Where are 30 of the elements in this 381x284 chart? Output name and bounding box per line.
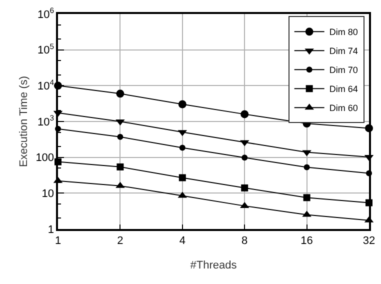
point <box>179 144 186 151</box>
x-tick-label: 4 <box>179 234 186 247</box>
point <box>116 90 124 98</box>
y-tick-label: 10$^{3}$ <box>38 114 54 128</box>
x-tick-label: 16 <box>300 234 313 247</box>
point <box>303 194 310 202</box>
x-tick-label: 2 <box>117 234 124 247</box>
y-tick-label: 10$^{6}$ <box>38 6 54 21</box>
point <box>116 163 124 170</box>
point <box>178 100 186 108</box>
y-tick-label: 1 <box>48 224 54 236</box>
legend-label: Dim 64 <box>329 84 358 94</box>
point <box>178 174 186 182</box>
y-tick-label: 10$^{4}$ <box>38 78 55 93</box>
y-tick-label: 100 <box>36 152 54 164</box>
point <box>242 154 248 161</box>
point <box>304 164 310 170</box>
legend-label: Dim 60 <box>329 103 358 114</box>
x-tick-label: 32 <box>362 234 376 247</box>
point <box>240 110 249 118</box>
y-tick-label: 10$^{5}$ <box>38 42 54 57</box>
legend-label: Dim 80 <box>329 27 358 38</box>
point <box>117 134 124 140</box>
x-axis-title: #Threads <box>190 260 238 272</box>
x-tick-label: 8 <box>242 234 248 247</box>
point <box>241 184 248 192</box>
y-tick-label: 10 <box>42 188 54 200</box>
legend-label: Dim 74 <box>329 46 358 56</box>
legend-label: Dim 70 <box>329 65 358 76</box>
y-axis-title: Execution Time (s) <box>18 76 30 168</box>
